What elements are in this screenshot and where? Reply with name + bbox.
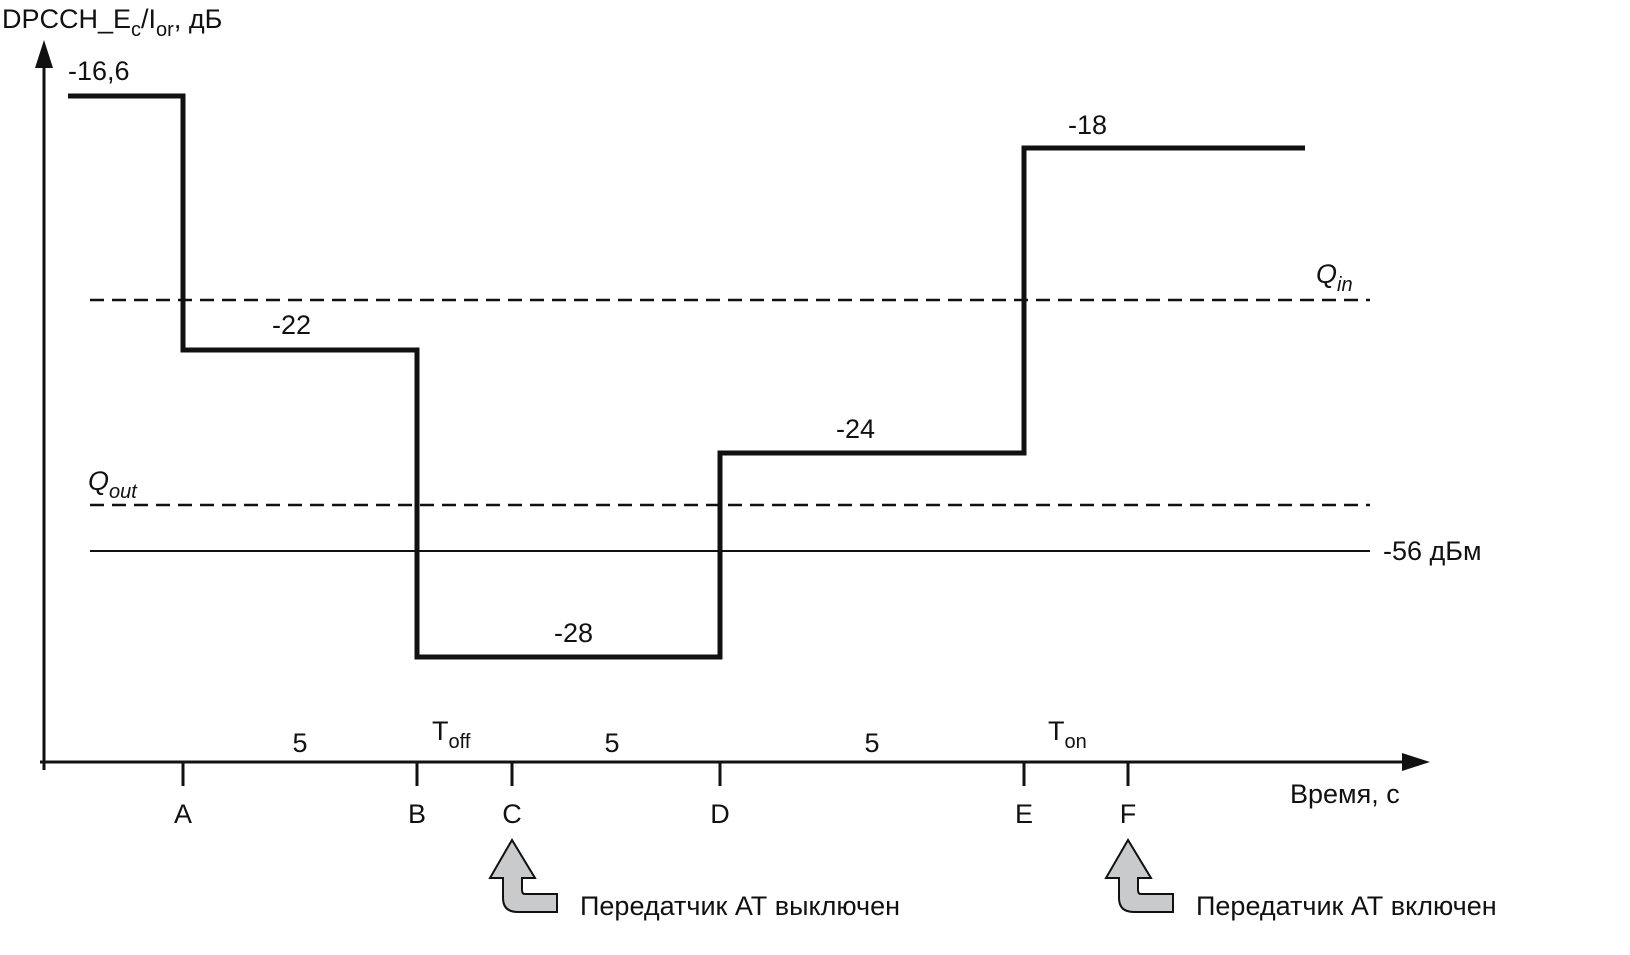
x-ticks: [181, 762, 1130, 786]
interval-ab: 5: [292, 728, 307, 758]
x-axis-arrow-icon: [1402, 753, 1430, 771]
curved-arrow-up-icon: [488, 838, 558, 913]
level-label-3: -28: [554, 618, 593, 648]
y-axis-label: DPCCH_Ec/Ior, дБ: [2, 4, 222, 41]
tx-on-annotation: Передатчик АТ включен: [1196, 891, 1497, 921]
tx-off-annotation: Передатчик АТ выключен: [580, 891, 900, 921]
point-f: F: [1120, 799, 1137, 829]
interval-cd: 5: [604, 728, 619, 758]
point-d: D: [710, 799, 730, 829]
point-b: B: [408, 799, 426, 829]
dpcch-level-trace: [68, 93, 1305, 660]
interval-de: 5: [864, 728, 879, 758]
level-label-5: -18: [1068, 110, 1107, 140]
point-a: A: [174, 799, 192, 829]
point-e: E: [1015, 799, 1033, 829]
x-axis-label: Время, с: [1290, 779, 1400, 809]
curved-arrow-up-icon: [1104, 838, 1174, 913]
t-on-label: Ton: [1048, 716, 1087, 753]
t-off-label: Toff: [432, 716, 471, 753]
noise-label: -56 дБм: [1383, 536, 1482, 566]
qin-label: Qin: [1316, 259, 1353, 296]
point-c: C: [502, 799, 522, 829]
level-label-1: -16,6: [68, 56, 130, 86]
level-label-4: -24: [836, 414, 875, 444]
y-axis-arrow-icon: [35, 40, 53, 68]
level-label-2: -22: [272, 310, 311, 340]
qout-label: Qout: [88, 466, 138, 503]
